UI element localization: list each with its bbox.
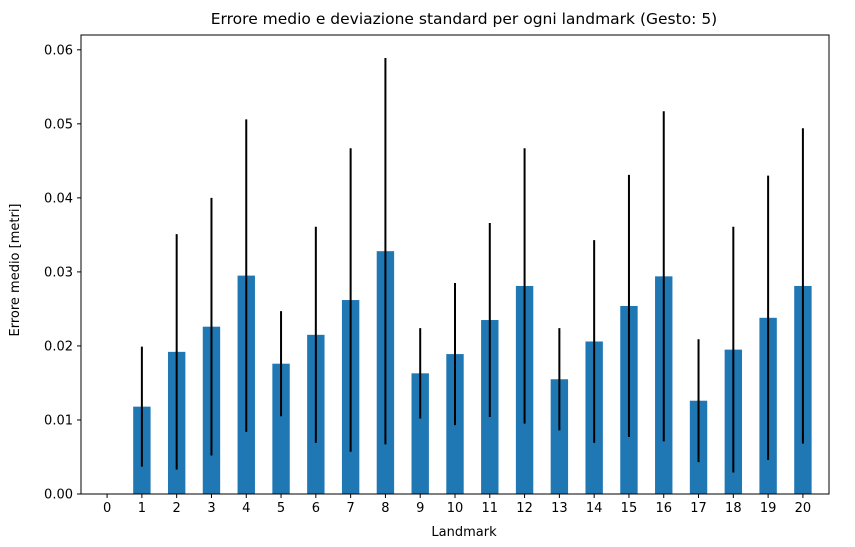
plot-area-frame xyxy=(80,34,830,495)
x-tick-label: 19 xyxy=(760,501,777,516)
bars-group xyxy=(133,251,812,494)
x-axis-label: Landmark xyxy=(431,525,497,540)
x-tick-label: 4 xyxy=(242,501,250,516)
bar-landmark-5 xyxy=(272,363,290,494)
y-axis-ticks: 0.00 0.01 0.02 0.03 0.04 0.05 0.06 xyxy=(44,43,81,503)
x-tick-label: 9 xyxy=(416,501,424,516)
y-tick-label: 0.03 xyxy=(44,265,73,280)
x-tick-label: 10 xyxy=(447,501,464,516)
y-tick-label: 0.05 xyxy=(44,117,73,132)
x-axis-ticks: 0 1 2 3 4 5 6 7 8 9 10 11 12 13 14 15 16 17 18 19 20 xyxy=(103,494,811,516)
x-tick-label: 20 xyxy=(795,501,812,516)
bar-landmark-9 xyxy=(411,373,429,494)
error-bars-group xyxy=(140,57,804,473)
x-tick-label: 1 xyxy=(138,501,146,516)
bar-landmark-13 xyxy=(550,379,569,494)
x-tick-label: 3 xyxy=(207,501,215,516)
x-tick-label: 6 xyxy=(312,501,320,516)
chart-title: Errore medio e deviazione standard per o… xyxy=(211,10,717,28)
x-tick-label: 0 xyxy=(103,501,111,516)
x-tick-label: 8 xyxy=(381,501,389,516)
y-tick-label: 0.06 xyxy=(44,43,73,58)
x-tick-label: 17 xyxy=(690,501,707,516)
x-tick-label: 16 xyxy=(655,501,672,516)
y-tick-label: 0.02 xyxy=(44,339,73,354)
x-tick-label: 13 xyxy=(551,501,568,516)
x-tick-label: 7 xyxy=(346,501,354,516)
x-tick-label: 14 xyxy=(586,501,603,516)
y-tick-label: 0.04 xyxy=(44,191,73,206)
x-tick-label: 18 xyxy=(725,501,742,516)
x-tick-label: 15 xyxy=(621,501,638,516)
y-tick-label: 0.01 xyxy=(44,413,73,428)
x-tick-label: 12 xyxy=(516,501,533,516)
y-axis-label: Errore medio [metri] xyxy=(8,203,23,336)
x-tick-label: 2 xyxy=(173,501,181,516)
x-tick-label: 11 xyxy=(482,501,499,516)
y-tick-label: 0.00 xyxy=(44,488,73,503)
x-tick-label: 5 xyxy=(277,501,285,516)
